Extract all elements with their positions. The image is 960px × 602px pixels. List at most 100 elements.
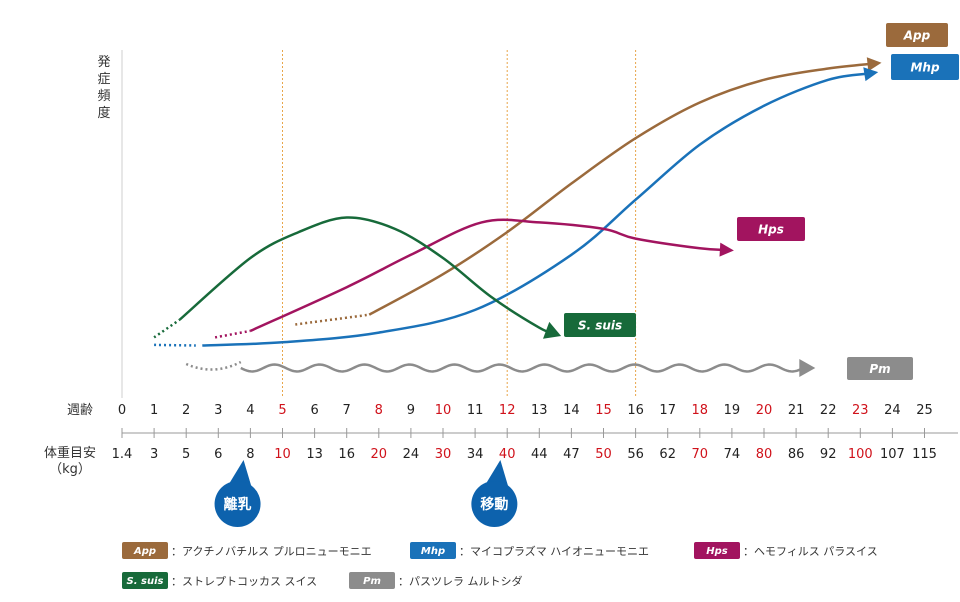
week-tick-label: 19 (724, 403, 741, 418)
series-tag-s-suis: S. suis (564, 313, 636, 337)
weight-tick-label: 3 (150, 447, 158, 462)
event-marker-circle (214, 481, 261, 527)
series-s-suis (153, 216, 562, 339)
series-tag-label: Pm (869, 362, 890, 376)
weight-tick-label: 86 (788, 447, 805, 462)
week-tick-label: 11 (467, 403, 484, 418)
series-app (295, 57, 882, 326)
guide-lines (282, 50, 637, 398)
series-s-suis-line (178, 216, 553, 334)
series-pm-dotted (185, 360, 242, 371)
weight-tick-label: 24 (403, 447, 420, 462)
week-tick-label: 3 (214, 403, 222, 418)
series-hps-line (249, 218, 726, 333)
series-pm-line (240, 363, 806, 373)
weight-tick-label: 8 (246, 447, 254, 462)
event-markers: 離乳 移動 (214, 460, 518, 527)
weight-tick-label: 13 (306, 447, 323, 462)
series-hps (214, 218, 734, 339)
series-tag-box (564, 313, 636, 337)
legend-swatch (122, 572, 168, 589)
week-tick-label: 23 (852, 403, 869, 418)
y-axis-label-char: 度 (97, 105, 110, 121)
week-tick-label: 12 (499, 403, 516, 418)
weight-tick-label: 34 (467, 447, 484, 462)
legend-swatch (694, 542, 740, 559)
legend-swatch (410, 542, 456, 559)
week-tick-label: 13 (531, 403, 548, 418)
weight-tick-label: 115 (912, 447, 937, 462)
weight-tick-label: 30 (435, 447, 452, 462)
series-tag-box (891, 54, 959, 80)
series-tag-box (847, 357, 913, 380)
legend-item-s-suis: S. suis ：ストレプトコッカス スイス (122, 572, 317, 589)
weight-tick-labels: 1.4 3 5 6 8 10 13 16 20 24 30 34 40 44 47 50 56 62 70 74 80 8… (112, 447, 937, 462)
series-tag-label: App (903, 29, 931, 43)
legend-item-app: App ：アクチノバチルス プルロニューモニエ (122, 542, 372, 559)
legend-swatch (122, 542, 168, 559)
event-marker-pointer (486, 460, 509, 487)
week-tick-label: 24 (884, 403, 901, 418)
series-mhp-arrowhead (863, 67, 879, 82)
weight-row-label: 体重目安 (44, 445, 96, 461)
series-tag-label: Mhp (910, 61, 939, 75)
weight-tick-label: 100 (848, 447, 873, 462)
weeks-row-label: 週齢 (67, 403, 93, 418)
week-tick-label: 1 (150, 403, 158, 418)
series-hps-dotted (214, 329, 251, 339)
weight-tick-label: 56 (627, 447, 644, 462)
week-tick-label: 5 (278, 403, 286, 418)
legend-description: ：アクチノバチルス プルロニューモニエ (171, 545, 372, 558)
legend-key: Mhp (421, 546, 445, 557)
series-tag-mhp: Mhp (891, 54, 959, 80)
weight-tick-label: 1.4 (112, 447, 133, 462)
series-s-suis-arrowhead (543, 321, 562, 339)
weight-tick-label: 6 (214, 447, 222, 462)
weight-tick-label: 47 (563, 447, 580, 462)
week-tick-label: 6 (310, 403, 318, 418)
event-marker: 離乳 (214, 460, 261, 527)
series-app-arrowhead (866, 57, 882, 72)
event-marker: 移動 (471, 460, 518, 527)
week-tick-label: 9 (407, 403, 415, 418)
series-hps-arrowhead (719, 242, 734, 257)
series-layer (153, 57, 882, 377)
week-tick-label: 2 (182, 403, 190, 418)
series-pm (185, 359, 816, 377)
series-app-dotted (295, 313, 370, 326)
weight-tick-label: 44 (531, 447, 548, 462)
legend-item-pm: Pm ：パスツレラ ムルトシダ (349, 572, 523, 589)
series-tag-pm: Pm (847, 357, 913, 380)
weight-tick-label: 92 (820, 447, 837, 462)
event-marker-label: 移動 (480, 496, 508, 513)
week-tick-labels: 0 1 2 3 4 5 6 7 8 9 10 11 12 13 14 15 16 17 18 19 20 21 22 23 24… (118, 403, 933, 418)
event-marker-pointer (229, 460, 252, 487)
legend-key: S. suis (127, 576, 164, 587)
series-tag-box (886, 23, 948, 47)
series-app-line (368, 62, 874, 316)
weight-tick-label: 74 (724, 447, 741, 462)
legend-item-hps: Hps ：ヘモフィルス パラスイス (694, 542, 878, 559)
legend-key: Pm (363, 576, 381, 587)
series-tag-box (737, 217, 805, 241)
week-tick-label: 18 (692, 403, 709, 418)
week-tick-label: 15 (595, 403, 612, 418)
series-tag-hps: Hps (737, 217, 805, 241)
weight-tick-label: 5 (182, 447, 190, 462)
series-tags: App Mhp Hps S. suis Pm (564, 23, 959, 380)
event-marker-label: 離乳 (224, 496, 252, 513)
series-mhp-line (202, 72, 871, 347)
series-tag-label: Hps (758, 223, 784, 237)
weight-tick-label: 80 (756, 447, 773, 462)
week-tick-label: 4 (246, 403, 254, 418)
weight-tick-label: 70 (692, 447, 709, 462)
legend-description: ：ヘモフィルス パラスイス (743, 545, 878, 558)
weight-tick-label: 62 (659, 447, 676, 462)
series-mhp-dotted (154, 343, 196, 347)
legend-description: ：パスツレラ ムルトシダ (398, 574, 523, 588)
legend: App ：アクチノバチルス プルロニューモニエ Mhp ：マイコプラズマ ハイオニュー… (122, 542, 878, 589)
week-tick-label: 16 (627, 403, 644, 418)
week-tick-label: 0 (118, 403, 126, 418)
